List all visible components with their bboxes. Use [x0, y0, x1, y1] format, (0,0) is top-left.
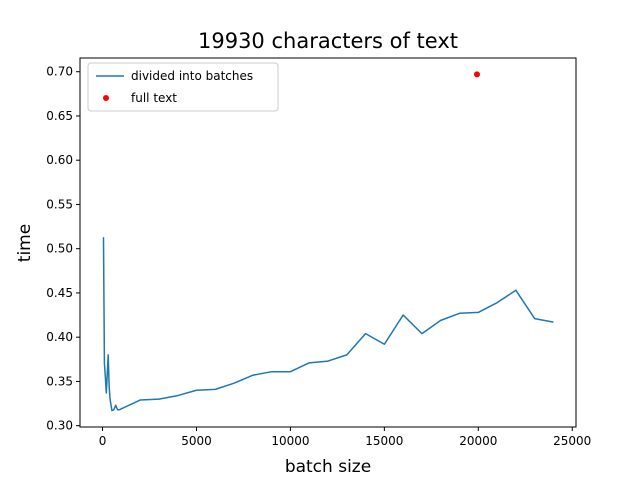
x-axis: 0 5000 10000 15000 20000 25000 — [99, 427, 591, 448]
x-axis-label: batch size — [285, 457, 371, 477]
x-tick-label: 20000 — [459, 434, 497, 448]
y-tick-label: 0.45 — [46, 286, 73, 300]
series-point-full-text — [473, 71, 480, 78]
plot-area — [102, 71, 554, 412]
legend: divided into batches full text — [87, 62, 279, 112]
x-tick-label: 15000 — [365, 434, 403, 448]
x-tick-label: 0 — [99, 434, 107, 448]
y-tick-label: 0.30 — [46, 419, 73, 433]
legend-entry-batches: divided into batches — [131, 69, 253, 83]
y-axis: 0.30 0.35 0.40 0.45 0.50 0.55 0.60 0.65 0.70 — [46, 65, 80, 433]
y-tick-label: 0.40 — [46, 330, 73, 344]
x-tick-label: 25000 — [553, 434, 591, 448]
y-tick-label: 0.55 — [46, 197, 73, 211]
y-tick-label: 0.35 — [46, 374, 73, 388]
legend-box — [87, 62, 279, 112]
y-tick-label: 0.70 — [46, 65, 73, 79]
y-tick-label: 0.65 — [46, 109, 73, 123]
legend-dot-swatch — [103, 95, 109, 101]
plot-frame — [79, 57, 577, 428]
y-axis-label: time — [15, 224, 35, 262]
chart-title: 19930 characters of text — [198, 29, 458, 53]
x-tick-label: 5000 — [181, 434, 212, 448]
series-line-batches — [102, 237, 554, 412]
y-tick-label: 0.50 — [46, 242, 73, 256]
y-tick-label: 0.60 — [46, 153, 73, 167]
x-tick-label: 10000 — [271, 434, 309, 448]
legend-entry-full-text: full text — [131, 91, 177, 105]
